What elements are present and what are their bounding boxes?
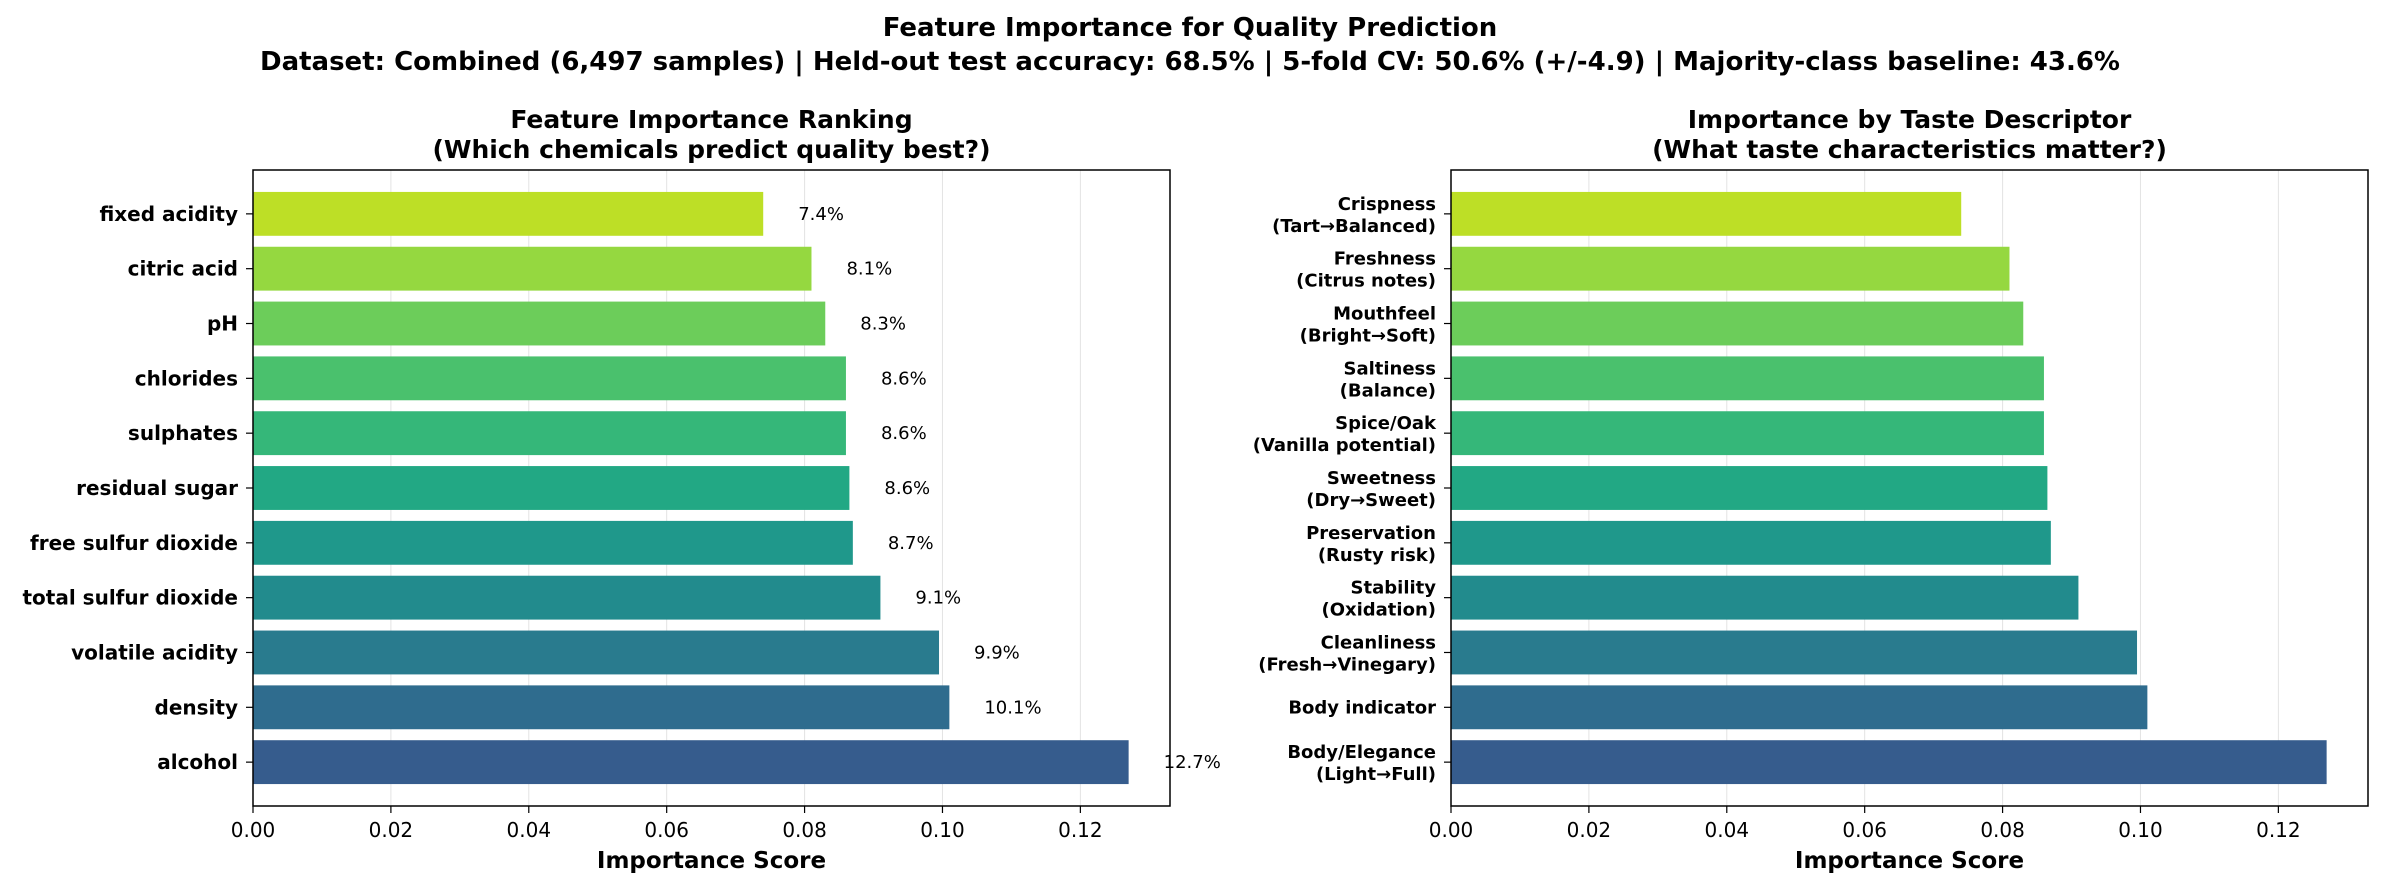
bar: [1451, 685, 2148, 730]
data-label: 12.7%: [1164, 752, 1221, 773]
chart-right: Importance by Taste Descriptor(What tast…: [1253, 105, 2369, 874]
y-tick-label: citric acid: [128, 257, 238, 281]
bar: [1451, 191, 1962, 236]
y-tick-label: residual sugar: [76, 476, 238, 500]
y-tick-label: Body indicator: [1288, 697, 1436, 718]
y-tick-label: chlorides: [135, 366, 238, 390]
y-tick-label: (Bright→Soft): [1300, 326, 1436, 347]
bar: [1451, 246, 2010, 291]
y-tick-label: Cleanliness: [1321, 632, 1436, 653]
y-tick-label: Saltiness: [1343, 358, 1436, 379]
panel-title: Feature Importance Ranking: [510, 105, 912, 134]
y-tick-label: alcohol: [157, 750, 238, 774]
bar: [1451, 575, 2079, 620]
y-tick-label: Freshness: [1334, 249, 1436, 270]
x-tick-label: 0.04: [507, 818, 552, 842]
y-tick-label: total sulfur dioxide: [23, 586, 239, 610]
data-label: 8.3%: [860, 314, 906, 335]
y-tick-label: density: [155, 695, 238, 719]
x-axis-label: Importance Score: [1795, 848, 2024, 874]
y-tick-label: (Light→Full): [1316, 764, 1436, 785]
y-tick-label: (Balance): [1340, 380, 1436, 401]
plot-frame: [252, 169, 1171, 807]
y-tick-label: sulphates: [128, 421, 238, 445]
y-tick-label: (Fresh→Vinegary): [1258, 654, 1436, 675]
y-tick-label: (Tart→Balanced): [1272, 216, 1436, 237]
y-tick-label: pH: [207, 312, 238, 336]
y-tick-label: (Rusty risk): [1318, 545, 1436, 566]
x-tick-label: 0.06: [644, 818, 689, 842]
bar: [1451, 356, 2044, 401]
bar: [1451, 301, 2024, 346]
bar: [1451, 411, 2044, 456]
y-tick-label: Mouthfeel: [1333, 304, 1436, 325]
data-label: 7.4%: [798, 204, 844, 225]
y-tick-label: volatile acidity: [71, 640, 238, 664]
bar: [253, 301, 826, 346]
x-axis-label: Importance Score: [597, 848, 826, 874]
bar: [253, 246, 812, 291]
y-tick-label: (Oxidation): [1321, 600, 1436, 621]
x-tick-label: 0.12: [2256, 818, 2301, 842]
data-label: 9.9%: [974, 642, 1020, 663]
x-tick-label: 0.12: [1058, 818, 1103, 842]
x-tick-label: 0.02: [1567, 818, 1612, 842]
bar: [253, 356, 846, 401]
x-tick-label: 0.02: [369, 818, 414, 842]
figure-subtitle: Dataset: Combined (6,497 samples) | Held…: [260, 47, 2120, 77]
panel-subtitle: (What taste characteristics matter?): [1652, 135, 2167, 164]
x-tick-label: 0.00: [231, 818, 276, 842]
y-tick-label: Body/Elegance: [1287, 742, 1436, 763]
bar: [253, 685, 950, 730]
y-tick-label: Preservation: [1306, 523, 1436, 544]
data-label: 10.1%: [984, 697, 1041, 718]
data-label: 9.1%: [915, 588, 961, 609]
bar: [253, 630, 940, 675]
data-label: 8.7%: [888, 533, 934, 554]
x-tick-label: 0.00: [1429, 818, 1474, 842]
x-tick-label: 0.08: [782, 818, 827, 842]
y-tick-label: (Citrus notes): [1296, 271, 1436, 292]
data-label: 8.1%: [846, 259, 892, 280]
figure-title: Feature Importance for Quality Predictio…: [883, 13, 1498, 43]
x-tick-label: 0.10: [920, 818, 965, 842]
bar: [253, 520, 853, 565]
chart-left: Feature Importance Ranking(Which chemica…: [23, 105, 1221, 874]
y-tick-label: (Dry→Sweet): [1306, 490, 1436, 511]
x-tick-label: 0.06: [1842, 818, 1887, 842]
x-tick-label: 0.10: [2118, 818, 2163, 842]
data-label: 8.6%: [884, 478, 930, 499]
bar: [1451, 466, 2048, 510]
bar: [1451, 630, 2138, 675]
data-label: 8.6%: [881, 423, 927, 444]
y-tick-label: free sulfur dioxide: [30, 531, 238, 555]
y-tick-label: Spice/Oak: [1335, 413, 1437, 434]
bar: [1451, 520, 2051, 565]
bar: [253, 191, 764, 236]
bar: [1451, 740, 2327, 785]
data-label: 8.6%: [881, 368, 927, 389]
x-tick-label: 0.04: [1705, 818, 1750, 842]
y-tick-label: Crispness: [1338, 194, 1436, 215]
bar: [253, 740, 1129, 785]
y-tick-label: fixed acidity: [99, 202, 238, 226]
y-tick-label: Sweetness: [1327, 468, 1436, 489]
panel-subtitle: (Which chemicals predict quality best?): [432, 135, 990, 164]
panel-title: Importance by Taste Descriptor: [1688, 105, 2132, 134]
y-tick-label: (Vanilla potential): [1253, 435, 1436, 456]
bar: [253, 575, 881, 620]
y-tick-label: Stability: [1351, 578, 1437, 599]
x-tick-label: 0.08: [1980, 818, 2025, 842]
bar: [253, 466, 850, 510]
plot-frame: [1450, 169, 2369, 807]
bar: [253, 411, 846, 456]
